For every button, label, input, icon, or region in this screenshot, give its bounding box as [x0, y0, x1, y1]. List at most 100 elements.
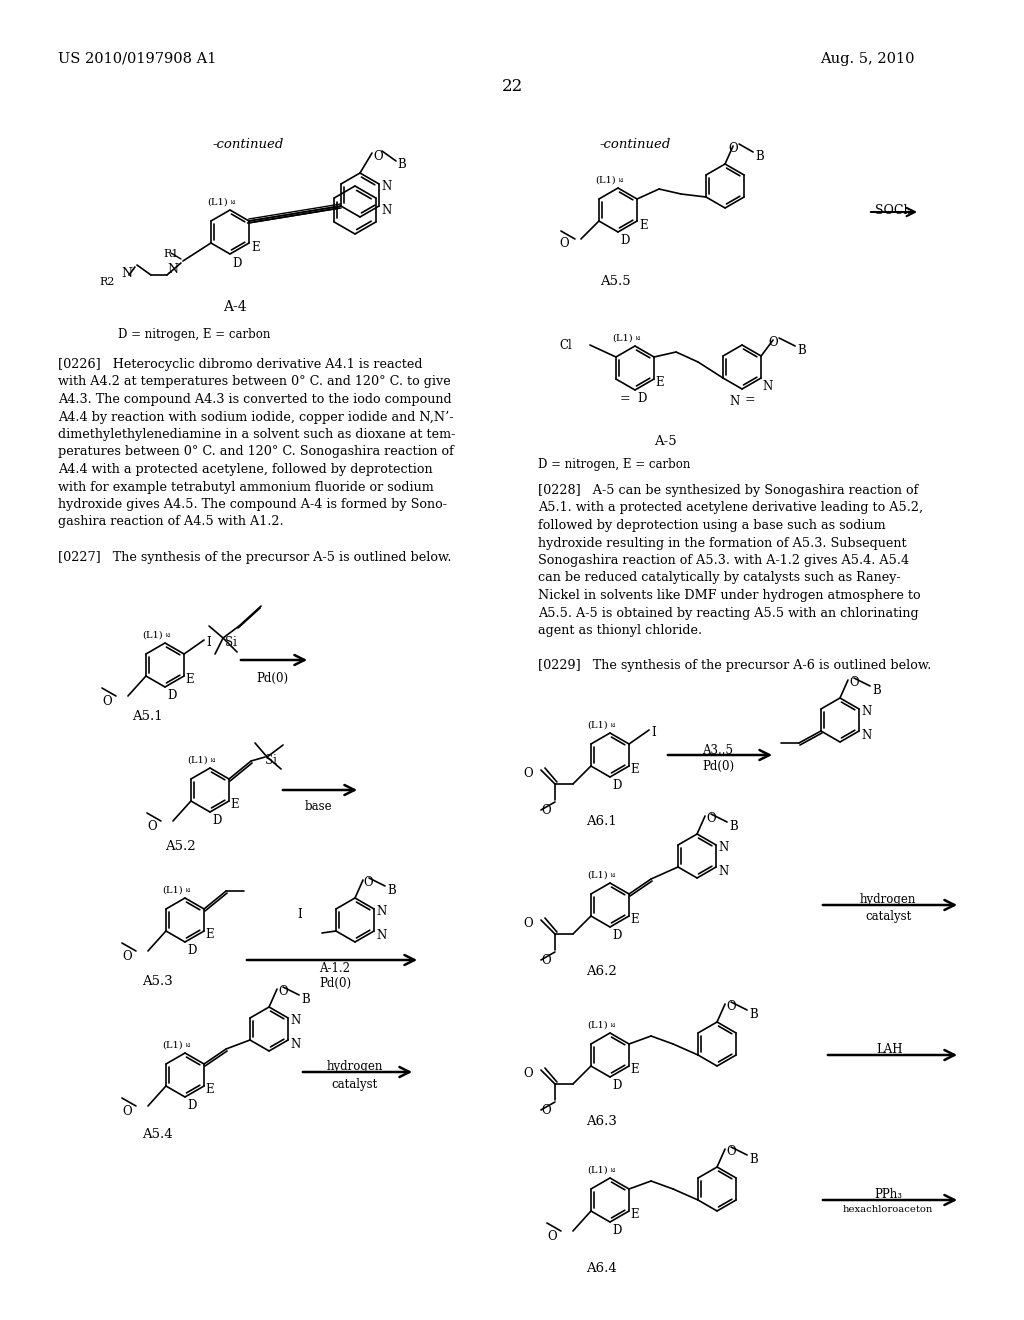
Text: ₖ₁: ₖ₁: [166, 631, 172, 639]
Text: N: N: [861, 705, 871, 718]
Text: O: O: [523, 1067, 532, 1080]
Text: O: O: [849, 676, 859, 689]
Text: ₖ₁: ₖ₁: [186, 886, 191, 894]
Text: US 2010/0197908 A1: US 2010/0197908 A1: [58, 51, 216, 66]
Text: D: D: [187, 1100, 197, 1111]
Text: D: D: [637, 392, 646, 405]
Text: E: E: [205, 928, 214, 941]
Text: E: E: [230, 799, 239, 810]
Text: hexachloroaceton: hexachloroaceton: [843, 1205, 933, 1214]
Text: ₖ₁: ₖ₁: [611, 1166, 616, 1173]
Text: O: O: [547, 1230, 557, 1243]
Text: (L1): (L1): [588, 1020, 608, 1030]
Text: -continued: -continued: [212, 139, 284, 150]
Text: A6.4: A6.4: [586, 1262, 616, 1275]
Text: Pd(0): Pd(0): [701, 760, 734, 774]
Text: hydrogen: hydrogen: [860, 894, 916, 906]
Text: O: O: [726, 1144, 735, 1158]
Text: N: N: [730, 395, 740, 408]
Text: E: E: [630, 763, 639, 776]
Text: ₖ₁: ₖ₁: [611, 1020, 616, 1030]
Text: B: B: [749, 1152, 758, 1166]
Text: D: D: [212, 814, 221, 828]
Text: ₖ₁: ₖ₁: [211, 756, 217, 764]
Text: B: B: [872, 684, 881, 697]
Text: Si: Si: [225, 636, 237, 649]
Text: Aug. 5, 2010: Aug. 5, 2010: [820, 51, 914, 66]
Text: O: O: [542, 804, 551, 817]
Text: B: B: [797, 345, 806, 356]
Text: A-4: A-4: [223, 300, 247, 314]
Text: E: E: [630, 913, 639, 927]
Text: catalyst: catalyst: [865, 909, 911, 923]
Text: E: E: [185, 673, 194, 686]
Text: (L1): (L1): [588, 721, 608, 730]
Text: D: D: [612, 779, 622, 792]
Text: N: N: [762, 380, 772, 393]
Text: D = nitrogen, E = carbon: D = nitrogen, E = carbon: [538, 458, 690, 471]
Text: (L1): (L1): [142, 631, 163, 640]
Text: (L1): (L1): [612, 334, 633, 343]
Text: LAH: LAH: [877, 1043, 903, 1056]
Text: D: D: [167, 689, 176, 702]
Text: R1: R1: [163, 249, 178, 259]
Text: D: D: [612, 1224, 622, 1237]
Text: Si: Si: [265, 754, 276, 767]
Text: [0226]   Heterocyclic dibromo derivative A4.1 is reacted
with A4.2 at temperatur: [0226] Heterocyclic dibromo derivative A…: [58, 358, 456, 564]
Text: E: E: [630, 1063, 639, 1076]
Text: A-5: A-5: [653, 436, 676, 447]
Text: O: O: [279, 985, 288, 998]
Text: Cl: Cl: [559, 339, 572, 352]
Text: B: B: [397, 158, 406, 172]
Text: ₖ₁: ₖ₁: [186, 1041, 191, 1049]
Text: E: E: [639, 219, 647, 232]
Text: O: O: [542, 1104, 551, 1117]
Text: N: N: [167, 263, 178, 276]
Text: N: N: [718, 841, 728, 854]
Text: A5.2: A5.2: [165, 840, 196, 853]
Text: N: N: [381, 205, 391, 216]
Text: A6.3: A6.3: [586, 1115, 616, 1129]
Text: O: O: [122, 950, 132, 964]
Text: A6.2: A6.2: [586, 965, 616, 978]
Text: N: N: [376, 929, 386, 942]
Text: I: I: [298, 908, 302, 921]
Text: O: O: [542, 954, 551, 968]
Text: (L1): (L1): [595, 176, 616, 185]
Text: ₖ₁: ₖ₁: [611, 871, 616, 879]
Text: O: O: [362, 876, 373, 888]
Text: N: N: [290, 1014, 300, 1027]
Text: A5.4: A5.4: [142, 1129, 173, 1140]
Text: hydrogen: hydrogen: [327, 1060, 383, 1073]
Text: B: B: [387, 884, 395, 898]
Text: O: O: [559, 238, 569, 249]
Text: B: B: [729, 820, 738, 833]
Text: (L1): (L1): [588, 1166, 608, 1175]
Text: D: D: [620, 234, 630, 247]
Text: N: N: [718, 865, 728, 878]
Text: base: base: [304, 800, 332, 813]
Text: (L1): (L1): [163, 1041, 183, 1049]
Text: E: E: [205, 1082, 214, 1096]
Text: B: B: [755, 150, 764, 162]
Text: O: O: [102, 696, 112, 708]
Text: Pd(0): Pd(0): [256, 672, 288, 685]
Text: E: E: [630, 1208, 639, 1221]
Text: ₖ₁: ₖ₁: [618, 176, 625, 183]
Text: B: B: [301, 993, 310, 1006]
Text: D = nitrogen, E = carbon: D = nitrogen, E = carbon: [118, 327, 270, 341]
Text: =: =: [620, 392, 631, 405]
Text: A5.5: A5.5: [600, 275, 631, 288]
Text: O: O: [768, 337, 778, 348]
Text: A5.1: A5.1: [132, 710, 163, 723]
Text: A5.3: A5.3: [142, 975, 173, 987]
Text: E: E: [655, 376, 664, 389]
Text: O: O: [726, 1001, 735, 1012]
Text: (L1): (L1): [588, 871, 608, 880]
Text: 22: 22: [502, 78, 522, 95]
Text: SOCl₂: SOCl₂: [876, 205, 912, 216]
Text: A6.1: A6.1: [586, 814, 616, 828]
Text: ₖ₁: ₖ₁: [231, 198, 237, 206]
Text: I: I: [651, 726, 655, 739]
Text: R2: R2: [99, 277, 115, 286]
